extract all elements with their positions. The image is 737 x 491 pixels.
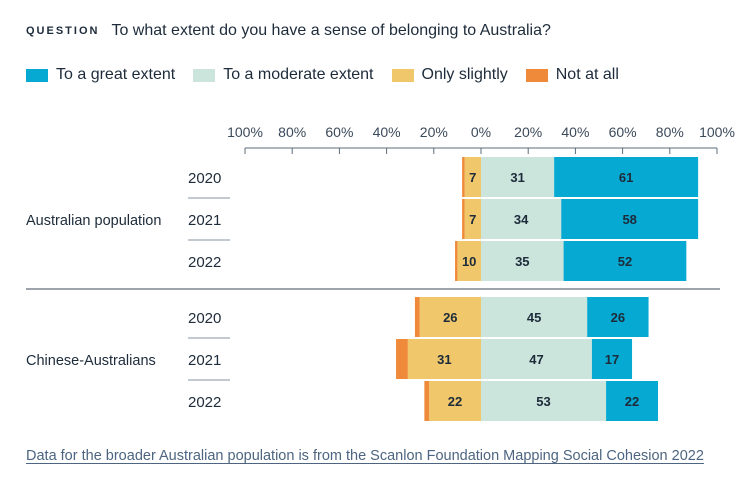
bar-slightly <box>429 381 481 421</box>
x-tick-label: 80% <box>656 124 684 140</box>
data-label-great: 17 <box>605 352 619 367</box>
data-label-great: 22 <box>625 394 639 409</box>
legend-item-moderate: To a moderate extent <box>193 66 374 84</box>
bar-great <box>587 297 649 337</box>
data-label-great: 26 <box>611 310 625 325</box>
data-label-slightly: 7 <box>469 170 476 185</box>
question-text: To what extent do you have a sense of be… <box>111 22 551 39</box>
bar-slightly <box>464 157 481 197</box>
bar-slightly <box>407 339 481 379</box>
bar-slightly <box>419 297 481 337</box>
legend-label-slightly: Only slightly <box>421 66 508 83</box>
data-label-slightly: 26 <box>443 310 457 325</box>
bar-moderate <box>481 339 592 379</box>
x-tick-label: 40% <box>373 124 401 140</box>
data-label-great: 58 <box>622 212 636 227</box>
data-label-slightly: 10 <box>462 254 476 269</box>
data-label-moderate: 31 <box>510 170 524 185</box>
data-label-moderate: 34 <box>514 212 529 227</box>
bar-moderate <box>481 199 562 239</box>
bar-moderate <box>481 241 564 281</box>
legend-swatch-not-at-all <box>525 68 548 82</box>
bar-not-at_all <box>424 381 430 421</box>
x-tick-label: 60% <box>325 124 353 140</box>
bar-great <box>563 241 687 281</box>
bar-slightly <box>457 241 481 281</box>
bar-not-at_all <box>462 199 465 239</box>
x-tick-label: 0% <box>471 124 491 140</box>
legend-item-not-at-all: Not at all <box>525 66 619 84</box>
x-tick-label: 80% <box>278 124 306 140</box>
bar-slightly <box>464 199 481 239</box>
data-label-moderate: 53 <box>536 394 550 409</box>
legend-swatch-great <box>26 68 48 82</box>
year-label: 2022 <box>188 394 221 411</box>
bar-great <box>591 339 633 379</box>
data-label-slightly: 31 <box>437 352 451 367</box>
belonging-chart: 100% 80% 60% 40% 20% 0% 20% 40% 60% 80% 100% Austra… <box>26 124 735 421</box>
legend-label-moderate: To a moderate extent <box>223 66 374 83</box>
question: QUESTION To what extent do you have a sen… <box>26 22 551 40</box>
data-label-great: 61 <box>619 170 633 185</box>
x-tick-label: 20% <box>420 124 448 140</box>
question-kicker: QUESTION <box>26 25 100 37</box>
bar-not-at_all <box>396 339 408 379</box>
data-label-moderate: 47 <box>529 352 543 367</box>
legend-item-slightly: Only slightly <box>391 66 508 84</box>
bar-moderate <box>481 157 555 197</box>
x-tick-label: 100% <box>227 124 263 140</box>
data-label-great: 52 <box>618 254 632 269</box>
data-label-moderate: 35 <box>515 254 529 269</box>
year-label: 2021 <box>188 212 221 229</box>
footnote-link[interactable]: Data for the broader Australian populati… <box>26 448 704 464</box>
legend-swatch-slightly <box>391 68 414 82</box>
bar-not-at_all <box>414 297 420 337</box>
data-label-moderate: 45 <box>527 310 541 325</box>
bar-great <box>561 199 699 239</box>
legend-swatch-moderate <box>193 68 216 82</box>
bar-not-at_all <box>462 157 465 197</box>
year-label: 2022 <box>188 254 221 271</box>
bar-great <box>606 381 658 421</box>
legend: To a great extent To a moderate extent O… <box>26 66 637 84</box>
bar-moderate <box>481 381 607 421</box>
x-tick-label: 40% <box>561 124 589 140</box>
data-label-slightly: 22 <box>448 394 462 409</box>
group-label: Australian population <box>26 213 161 229</box>
group-label: Chinese-Australians <box>26 353 156 369</box>
x-tick-label: 60% <box>609 124 637 140</box>
bar-not-at_all <box>455 241 458 281</box>
legend-label-not-at-all: Not at all <box>555 66 619 83</box>
data-label-slightly: 7 <box>469 212 476 227</box>
legend-item-great: To a great extent <box>26 66 175 84</box>
x-tick-label: 20% <box>514 124 542 140</box>
x-tick-label: 100% <box>699 124 735 140</box>
bar-great <box>554 157 699 197</box>
bar-moderate <box>481 297 588 337</box>
year-label: 2020 <box>188 310 221 327</box>
year-label: 2020 <box>188 170 221 187</box>
year-label: 2021 <box>188 352 221 369</box>
legend-label-great: To a great extent <box>56 66 176 83</box>
